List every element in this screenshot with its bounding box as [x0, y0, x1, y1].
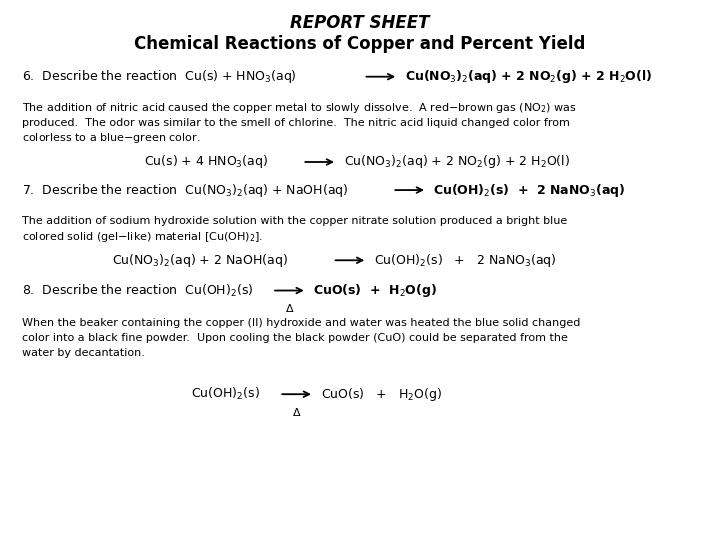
Text: Δ: Δ [293, 408, 300, 418]
Text: produced.  The odor was similar to the smell of chlorine.  The nitric acid liqui: produced. The odor was similar to the sm… [22, 118, 570, 128]
Text: colorless to a blue$-$green color.: colorless to a blue$-$green color. [22, 131, 200, 145]
Text: colored solid (gel$-$like) material [Cu(OH)$_2$].: colored solid (gel$-$like) material [Cu(… [22, 230, 263, 244]
Text: REPORT SHEET: REPORT SHEET [290, 14, 430, 32]
Text: Cu(OH)$_2$(s)   +   2 NaNO$_3$(aq): Cu(OH)$_2$(s) + 2 NaNO$_3$(aq) [374, 252, 557, 269]
Text: Cu(NO$_3$)$_2$(aq) + 2 NO$_2$(g) + 2 H$_2$O(l): Cu(NO$_3$)$_2$(aq) + 2 NO$_2$(g) + 2 H$_… [344, 153, 570, 171]
Text: CuO(s)  +  H$_2$O(g): CuO(s) + H$_2$O(g) [313, 282, 437, 299]
Text: 7.  Describe the reaction  Cu(NO$_3$)$_2$(aq) + NaOH(aq): 7. Describe the reaction Cu(NO$_3$)$_2$(… [22, 181, 348, 199]
Text: CuO(s)   +   H$_2$O(g): CuO(s) + H$_2$O(g) [321, 386, 442, 403]
Text: water by decantation.: water by decantation. [22, 348, 145, 358]
Text: Chemical Reactions of Copper and Percent Yield: Chemical Reactions of Copper and Percent… [135, 35, 585, 53]
Text: Cu(NO$_3$)$_2$(aq) + 2 NaOH(aq): Cu(NO$_3$)$_2$(aq) + 2 NaOH(aq) [112, 252, 287, 269]
Text: When the beaker containing the copper (II) hydroxide and water was heated the bl: When the beaker containing the copper (I… [22, 318, 580, 328]
Text: Cu(OH)$_2$(s)  +  2 NaNO$_3$(aq): Cu(OH)$_2$(s) + 2 NaNO$_3$(aq) [433, 181, 626, 199]
Text: 8.  Describe the reaction  Cu(OH)$_2$(s): 8. Describe the reaction Cu(OH)$_2$(s) [22, 282, 253, 299]
Text: 6.  Describe the reaction  Cu(s) + HNO$_3$(aq): 6. Describe the reaction Cu(s) + HNO$_3$… [22, 68, 297, 85]
Text: Cu(NO$_3$)$_2$(aq) + 2 NO$_2$(g) + 2 H$_2$O(l): Cu(NO$_3$)$_2$(aq) + 2 NO$_2$(g) + 2 H$_… [405, 68, 652, 85]
Text: Cu(OH)$_2$(s): Cu(OH)$_2$(s) [191, 386, 260, 402]
Text: The addition of sodium hydroxide solution with the copper nitrate solution produ: The addition of sodium hydroxide solutio… [22, 217, 567, 226]
Text: Δ: Δ [286, 304, 293, 314]
Text: color into a black fine powder.  Upon cooling the black powder (CuO) could be se: color into a black fine powder. Upon coo… [22, 333, 567, 343]
Text: The addition of nitric acid caused the copper metal to slowly dissolve.  A red$-: The addition of nitric acid caused the c… [22, 101, 577, 115]
Text: Cu(s) + 4 HNO$_3$(aq): Cu(s) + 4 HNO$_3$(aq) [144, 153, 268, 171]
